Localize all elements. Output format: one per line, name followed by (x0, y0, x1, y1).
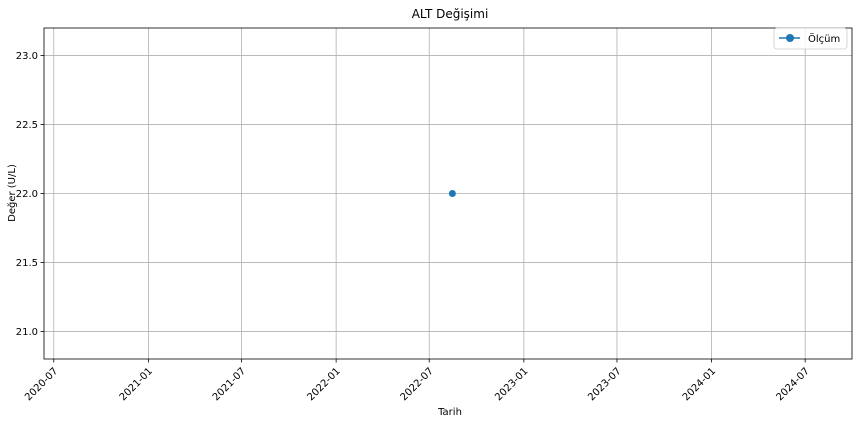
x-tick-label: 2022-07 (399, 366, 436, 403)
x-tick-label: 2021-01 (118, 366, 155, 403)
y-tick-label: 22.0 (16, 189, 38, 200)
legend-box (773, 27, 848, 50)
y-tick-label: 21.5 (16, 258, 38, 269)
chart-title: ALT Değişimi (412, 7, 489, 21)
x-tick-label: 2024-07 (775, 366, 812, 403)
y-tick-label: 23.0 (16, 51, 38, 62)
x-tick-label: 2024-01 (681, 366, 718, 403)
x-tick-label: 2022-01 (305, 366, 342, 403)
series-layer (448, 190, 456, 197)
y-axis: 21.0 21.5 22.0 22.5 23.0 (16, 51, 44, 338)
x-tick-label: 2023-07 (586, 366, 623, 403)
x-axis: 2020-07 2021-01 2021-07 2022-01 2022-07 2023-… (23, 359, 812, 403)
legend: Ölçüm (773, 27, 848, 50)
legend-marker-icon (786, 34, 794, 42)
x-tick-label: 2023-01 (493, 366, 530, 403)
data-point (448, 190, 456, 197)
x-axis-label: Tarih (437, 407, 462, 418)
legend-label: Ölçüm (808, 32, 840, 45)
y-tick-label: 21.0 (16, 327, 38, 338)
y-tick-label: 22.5 (16, 120, 38, 131)
grid (44, 28, 852, 359)
y-axis-label: Değer (U/L) (6, 164, 18, 222)
x-tick-label: 2021-07 (211, 366, 248, 403)
x-tick-label: 2020-07 (23, 366, 60, 403)
